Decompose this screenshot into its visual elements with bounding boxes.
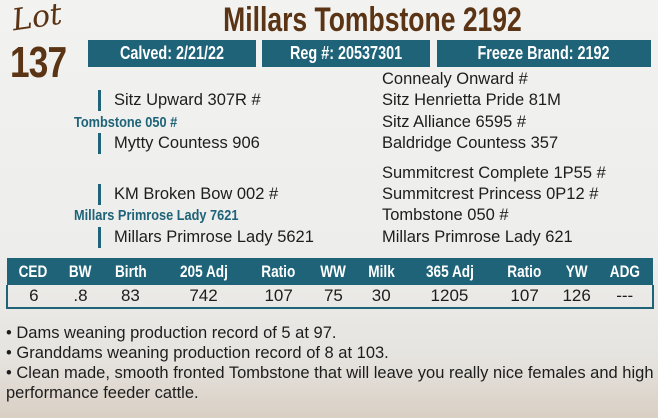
grandparent: Sitz Henrietta Pride 81M <box>382 91 561 109</box>
calved-badge: Calved: 2/21/22 <box>88 40 256 67</box>
lot-number: 137 <box>10 38 67 87</box>
dam-name: Millars Primrose Lady 7621 <box>74 207 239 224</box>
sire-name: Tombstone 050 # <box>74 114 178 131</box>
column-header: Milk <box>356 258 406 285</box>
column-header: ADG <box>597 258 653 285</box>
table-cell: --- <box>616 286 634 305</box>
reg-badge: Reg #: 20537301 <box>262 40 430 67</box>
grandparent: Baldridge Countess 357 <box>382 134 559 152</box>
pedigree-line <box>98 227 101 248</box>
column-header: 205 Adj <box>159 258 248 285</box>
pedigree-line <box>98 133 101 154</box>
grandparent: Tombstone 050 # <box>382 206 509 224</box>
table-cell: 75 <box>323 286 343 305</box>
lot-label: Lot <box>9 0 65 39</box>
table-cell: 742 <box>189 286 218 305</box>
pedigree-line <box>98 90 101 111</box>
table-header: CED BW Birth 205 Adj Ratio WW Milk 365 Adj Ratio… <box>7 258 653 285</box>
table-row: 6 .8 83 742 107 75 30 1205 107 126 --- <box>7 285 653 308</box>
dam-sire: KM Broken Bow 002 # <box>114 185 279 203</box>
table-cell: 30 <box>371 286 391 305</box>
dam-dam: Millars Primrose Lady 5621 <box>114 228 314 246</box>
notes: • Dams weaning production record of 5 at… <box>6 323 656 403</box>
table-cell: 6 <box>29 286 39 305</box>
table-cell: .8 <box>73 286 88 305</box>
table-cell: 126 <box>562 286 591 305</box>
sire-dam: Mytty Countess 906 <box>114 134 260 152</box>
grandparent: Millars Primrose Lady 621 <box>382 228 573 246</box>
column-header: Ratio <box>493 258 556 285</box>
sire-sire: Sitz Upward 307R # <box>114 91 261 109</box>
grandparent: Summitcrest Complete 1P55 # <box>382 164 606 182</box>
grandparent: Connealy Onward # <box>382 70 528 88</box>
note: • Granddams weaning production record of… <box>6 344 389 362</box>
animal-title: Millars Tombstone 2192 <box>222 1 522 39</box>
note: • Dams weaning production record of 5 at… <box>6 324 337 342</box>
table-cell: 1205 <box>430 286 469 305</box>
column-header: BW <box>59 258 102 285</box>
column-header: CED <box>7 258 60 285</box>
table-cell: 107 <box>510 286 539 305</box>
column-header: YW <box>555 258 598 285</box>
column-header: Ratio <box>247 258 310 285</box>
table-cell: 107 <box>264 286 293 305</box>
column-header: 365 Adj <box>405 258 494 285</box>
freeze-brand-badge: Freeze Brand: 2192 <box>437 40 651 67</box>
note: • Clean made, smooth fronted Tombstone t… <box>6 364 654 402</box>
column-header: Birth <box>101 258 160 285</box>
grandparent: Summitcrest Princess 0P12 # <box>382 185 599 203</box>
grandparent: Sitz Alliance 6595 # <box>382 113 527 131</box>
column-header: WW <box>309 258 357 285</box>
pedigree-line <box>98 184 101 205</box>
table-cell: 83 <box>120 286 140 305</box>
epd-table: CED BW Birth 205 Adj Ratio WW Milk 365 Adj Ratio… <box>6 258 654 309</box>
